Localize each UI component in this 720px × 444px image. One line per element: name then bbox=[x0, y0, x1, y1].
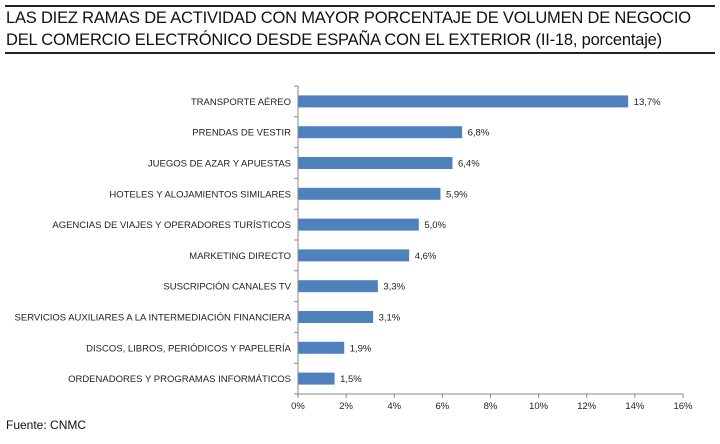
category-label: SERVICIOS AUXILIARES A LA INTERMEDIACIÓN… bbox=[15, 313, 292, 324]
category-label: MARKETING DIRECTO bbox=[189, 251, 291, 262]
category-label: PRENDAS DE VESTIR bbox=[192, 128, 291, 139]
bar bbox=[298, 341, 345, 354]
bar bbox=[298, 280, 378, 293]
value-label: 5,9% bbox=[446, 189, 468, 200]
bar bbox=[298, 187, 441, 200]
x-tick-label: 16% bbox=[673, 401, 693, 412]
x-tick-label: 0% bbox=[291, 401, 305, 412]
category-label: JUEGOS DE AZAR Y APUESTAS bbox=[148, 159, 291, 170]
bar bbox=[298, 95, 629, 108]
category-label: ORDENADORES Y PROGRAMAS INFORMÁTICOS bbox=[68, 374, 291, 385]
value-label: 3,3% bbox=[383, 282, 405, 293]
value-label: 6,8% bbox=[468, 128, 490, 139]
x-tick-label: 12% bbox=[577, 401, 597, 412]
x-tick-label: 4% bbox=[387, 401, 401, 412]
category-label: SUSCRIPCIÓN CANALES TV bbox=[163, 282, 291, 293]
value-label: 1,5% bbox=[340, 374, 362, 385]
value-label: 13,7% bbox=[634, 97, 661, 108]
source-note: Fuente: CNMC bbox=[6, 418, 87, 432]
value-label: 4,6% bbox=[415, 251, 437, 262]
x-tick-label: 6% bbox=[436, 401, 450, 412]
x-tick-label: 8% bbox=[484, 401, 498, 412]
bar bbox=[298, 126, 463, 139]
bottom-rule bbox=[5, 52, 715, 54]
value-label: 3,1% bbox=[379, 313, 401, 324]
value-label: 5,0% bbox=[424, 220, 446, 231]
value-label: 1,9% bbox=[350, 343, 372, 354]
category-label: AGENCIAS DE VIAJES Y OPERADORES TURÍSTIC… bbox=[52, 220, 291, 231]
title-line-1: LAS DIEZ RAMAS DE ACTIVIDAD CON MAYOR PO… bbox=[6, 9, 691, 27]
category-label: DISCOS, LIBROS, PERIÓDICOS Y PAPELERÍA bbox=[86, 343, 292, 354]
chart-title: LAS DIEZ RAMAS DE ACTIVIDAD CON MAYOR PO… bbox=[6, 7, 718, 51]
bar bbox=[298, 372, 335, 385]
bar bbox=[298, 157, 453, 169]
bar bbox=[298, 249, 410, 262]
category-label: TRANSPORTE AÉREO bbox=[191, 97, 291, 108]
x-tick-label: 10% bbox=[529, 401, 549, 412]
title-line-2: DEL COMERCIO ELECTRÓNICO DESDE ESPAÑA CO… bbox=[6, 31, 662, 49]
x-tick-label: 14% bbox=[625, 401, 645, 412]
category-label: HOTELES Y ALOJAMIENTOS SIMILARES bbox=[109, 189, 291, 200]
bar bbox=[298, 311, 374, 323]
value-label: 6,4% bbox=[458, 159, 480, 170]
bar bbox=[298, 218, 419, 231]
top-rule bbox=[5, 5, 715, 7]
x-tick-label: 2% bbox=[339, 401, 353, 412]
